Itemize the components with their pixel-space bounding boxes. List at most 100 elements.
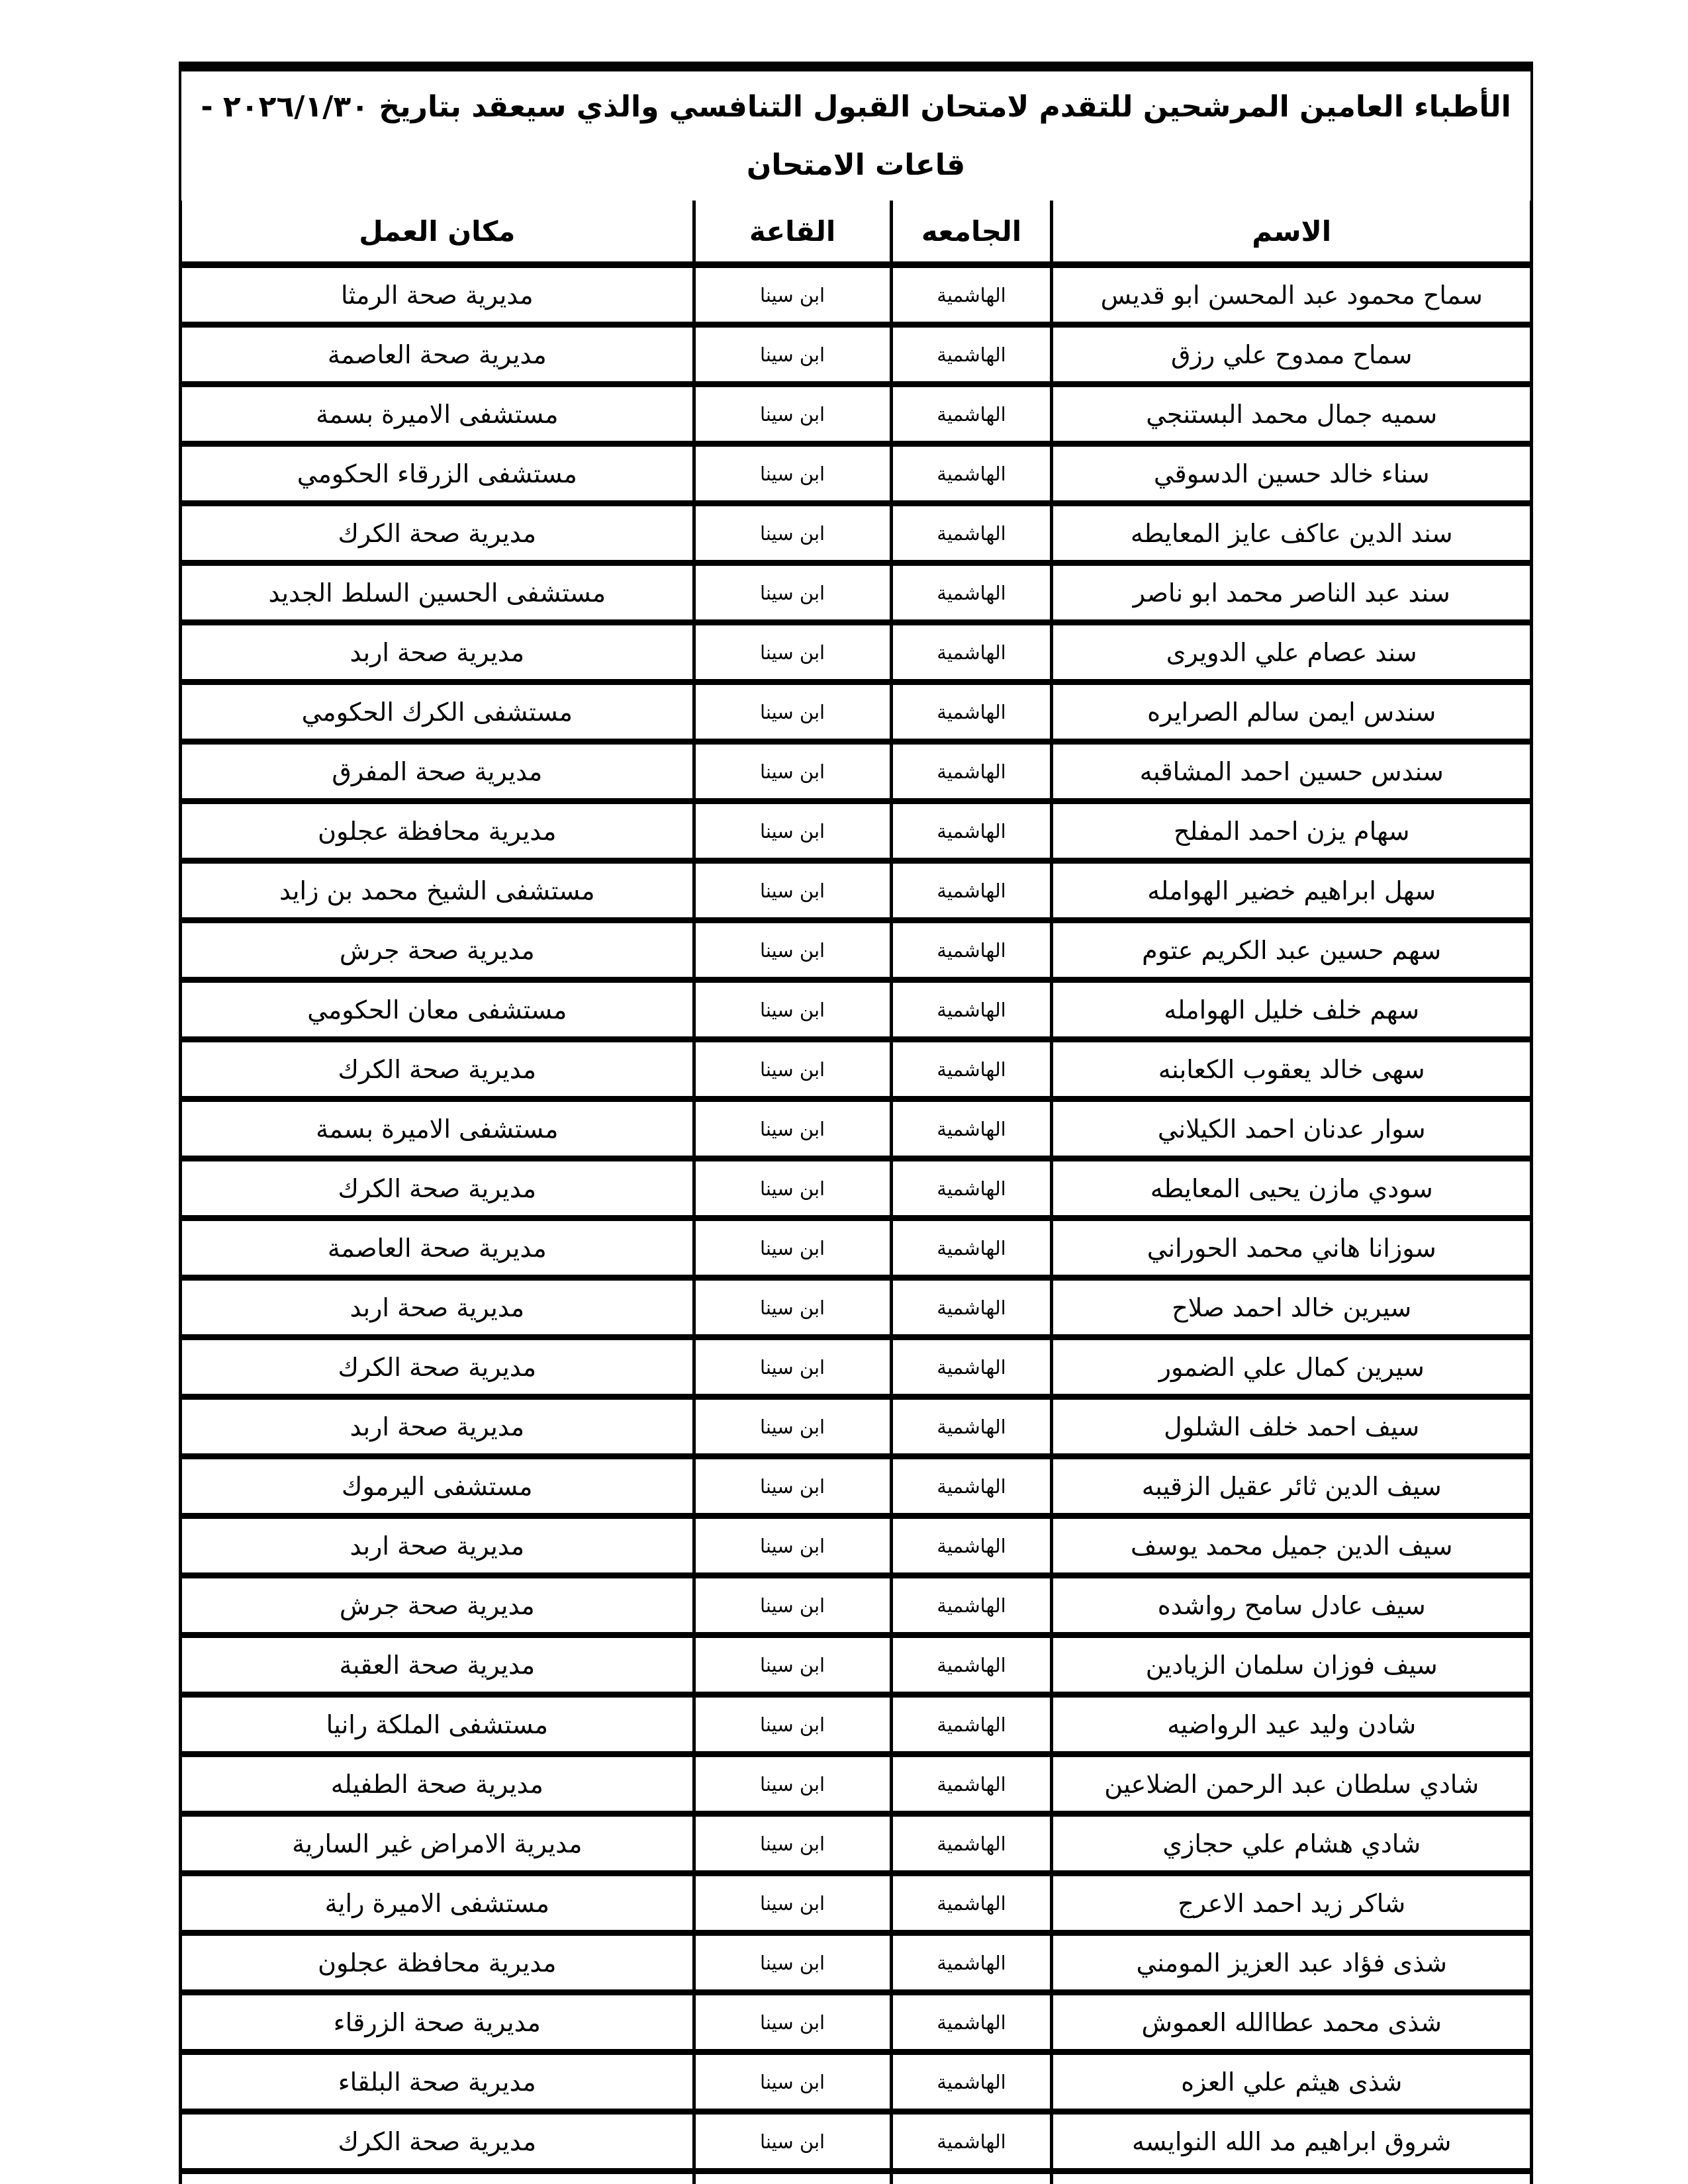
table-row: شادن وليد عيد الرواضيه الهاشمية ابن سينا… xyxy=(179,1694,1533,1757)
table-row: شادي هشام علي حجازي الهاشمية ابن سينا مد… xyxy=(179,1813,1533,1876)
cell-hall: ابن سينا xyxy=(692,443,893,506)
cell-name: سند الدين عاكف عايز المعايطه xyxy=(1050,503,1533,566)
title-box: الأطباء العامين المرشحين للتقدم لامتحان … xyxy=(179,62,1533,204)
cell-university: الهاشمية xyxy=(889,1158,1054,1221)
cell-workplace: مديرية صحة اربد xyxy=(179,622,696,685)
cell-workplace: مديرية صحة اربد xyxy=(179,1277,696,1340)
cell-university: الهاشمية xyxy=(889,1396,1054,1459)
cell-hall: ابن سينا xyxy=(692,1754,893,1817)
cell-workplace: مديرية صحة الطفيله xyxy=(179,1754,696,1817)
table-header-row: الاسم الجامعه القاعة مكان العمل xyxy=(179,201,1533,268)
cell-hall: ابن سينا xyxy=(692,384,893,447)
cell-university: الهاشمية xyxy=(889,1516,1054,1578)
cell-hall: ابن سينا xyxy=(692,1933,893,1995)
cell-university: الهاشمية xyxy=(889,2171,1054,2184)
cell-name: سوزانا هاني محمد الحوراني xyxy=(1050,1218,1533,1281)
cell-name: سيف الدين ثائر عقيل الزقيبه xyxy=(1050,1456,1533,1519)
cell-hall: ابن سينا xyxy=(692,1992,893,2055)
cell-university: الهاشمية xyxy=(889,1575,1054,1638)
cell-name: سهى خالد يعقوب الكعابنه xyxy=(1050,1039,1533,1102)
cell-name: سند عصام علي الدويرى xyxy=(1050,622,1533,685)
cell-hall: ابن سينا xyxy=(692,979,893,1042)
cell-name: سهام يزن احمد المفلح xyxy=(1050,801,1533,864)
table-row: شروق عامر محمد الفريحات الهاشمية ابن سين… xyxy=(179,2171,1533,2184)
cell-university: الهاشمية xyxy=(889,979,1054,1042)
cell-hall: ابن سينا xyxy=(692,1396,893,1459)
cell-workplace: مديرية صحة الكرك xyxy=(179,1337,696,1400)
table-row: سيف احمد خلف الشلول الهاشمية ابن سينا مد… xyxy=(179,1396,1533,1459)
table-row: سهى خالد يعقوب الكعابنه الهاشمية ابن سين… xyxy=(179,1039,1533,1102)
cell-workplace: مديرية صحة العاصمة xyxy=(179,324,696,387)
cell-workplace: مديرية صحة الزرقاء xyxy=(179,1992,696,2055)
cell-university: الهاشمية xyxy=(889,920,1054,983)
header-name: الاسم xyxy=(1050,201,1533,268)
cell-workplace: مستشفى الحسين السلط الجديد xyxy=(179,563,696,625)
cell-hall: ابن سينا xyxy=(692,324,893,387)
cell-name: سهم خلف خليل الهوامله xyxy=(1050,979,1533,1042)
cell-name: سيف عادل سامح رواشده xyxy=(1050,1575,1533,1638)
cell-workplace: مستشفى معان الحكومي xyxy=(179,979,696,1042)
cell-workplace: مستشفى الاميرة بسمة xyxy=(179,384,696,447)
cell-name: سميه جمال محمد البستنجي xyxy=(1050,384,1533,447)
cell-name: شذى فؤاد عبد العزيز المومني xyxy=(1050,1933,1533,1995)
cell-workplace: مديرية صحة المفرق xyxy=(179,741,696,804)
cell-university: الهاشمية xyxy=(889,503,1054,566)
cell-workplace: مستشفى الكرك الحكومي xyxy=(179,682,696,745)
table-row: سوزانا هاني محمد الحوراني الهاشمية ابن س… xyxy=(179,1218,1533,1281)
cell-name: سهل ابراهيم خضير الهوامله xyxy=(1050,860,1533,923)
table-row: سيف الدين ثائر عقيل الزقيبه الهاشمية ابن… xyxy=(179,1456,1533,1519)
cell-university: الهاشمية xyxy=(889,1694,1054,1757)
cell-university: الهاشمية xyxy=(889,682,1054,745)
cell-workplace: مديرية صحة الكرك xyxy=(179,503,696,566)
cell-workplace: مديرية صحة الكرك xyxy=(179,2111,696,2174)
cell-workplace: مديرية صحة الكرك xyxy=(179,1158,696,1221)
cell-name: سيرين كمال علي الضمور xyxy=(1050,1337,1533,1400)
cell-hall: ابن سينا xyxy=(692,1277,893,1340)
cell-workplace: مديرية صحة العاصمة xyxy=(179,1218,696,1281)
cell-hall: ابن سينا xyxy=(692,801,893,864)
table-row: سند الدين عاكف عايز المعايطه الهاشمية اب… xyxy=(179,503,1533,566)
cell-hall: ابن سينا xyxy=(692,503,893,566)
table-row: سيف فوزان سلمان الزيادين الهاشمية ابن سي… xyxy=(179,1635,1533,1698)
cell-hall: ابن سينا xyxy=(692,1039,893,1102)
cell-name: سندس حسين احمد المشاقبه xyxy=(1050,741,1533,804)
cell-workplace: مديرية الامراض غير السارية xyxy=(179,1813,696,1876)
cell-name: سندس ايمن سالم الصرايره xyxy=(1050,682,1533,745)
cell-university: الهاشمية xyxy=(889,1039,1054,1102)
cell-hall: ابن سينا xyxy=(692,2052,893,2115)
page-title: الأطباء العامين المرشحين للتقدم لامتحان … xyxy=(201,90,1511,182)
cell-hall: ابن سينا xyxy=(692,682,893,745)
cell-university: الهاشمية xyxy=(889,1992,1054,2055)
cell-workplace: مستشفى الاميرة بسمة xyxy=(179,1099,696,1161)
table-row: سند عبد الناصر محمد ابو ناصر الهاشمية اب… xyxy=(179,563,1533,625)
cell-hall: ابن سينا xyxy=(692,1337,893,1400)
table-header: الاسم الجامعه القاعة مكان العمل xyxy=(179,201,1533,268)
cell-name: سودي مازن يحيى المعايطه xyxy=(1050,1158,1533,1221)
cell-name: شادي سلطان عبد الرحمن الضلاعين xyxy=(1050,1754,1533,1817)
cell-university: الهاشمية xyxy=(889,1218,1054,1281)
cell-workplace: مديرية صحة الكرك xyxy=(179,1039,696,1102)
cell-workplace: مستشفى اليرموك xyxy=(179,1456,696,1519)
table-row: شادي سلطان عبد الرحمن الضلاعين الهاشمية … xyxy=(179,1754,1533,1817)
cell-hall: ابن سينا xyxy=(692,1218,893,1281)
cell-workplace: مديرية صحة البلقاء xyxy=(179,2052,696,2115)
cell-name: سيف احمد خلف الشلول xyxy=(1050,1396,1533,1459)
cell-workplace: مستشفى الاميرة راية xyxy=(179,1873,696,1936)
cell-workplace: مستشفى الزرقاء الحكومي xyxy=(179,443,696,506)
cell-hall: ابن سينا xyxy=(692,1158,893,1221)
cell-name: سناء خالد حسين الدسوقي xyxy=(1050,443,1533,506)
table-row: شروق ابراهيم مد الله النوايسه الهاشمية ا… xyxy=(179,2111,1533,2174)
table-row: شاكر زيد احمد الاعرج الهاشمية ابن سينا م… xyxy=(179,1873,1533,1936)
cell-university: الهاشمية xyxy=(889,384,1054,447)
cell-hall: ابن سينا xyxy=(692,1813,893,1876)
table-row: سهم حسين عبد الكريم عتوم الهاشمية ابن سي… xyxy=(179,920,1533,983)
table-row: سهم خلف خليل الهوامله الهاشمية ابن سينا … xyxy=(179,979,1533,1042)
table-row: سندس ايمن سالم الصرايره الهاشمية ابن سين… xyxy=(179,682,1533,745)
cell-university: الهاشمية xyxy=(889,1099,1054,1161)
cell-university: الهاشمية xyxy=(889,1813,1054,1876)
cell-university: الهاشمية xyxy=(889,741,1054,804)
cell-university: الهاشمية xyxy=(889,1456,1054,1519)
table-row: سماح محمود عبد المحسن ابو قديس الهاشمية … xyxy=(179,265,1533,328)
cell-university: الهاشمية xyxy=(889,1933,1054,1995)
